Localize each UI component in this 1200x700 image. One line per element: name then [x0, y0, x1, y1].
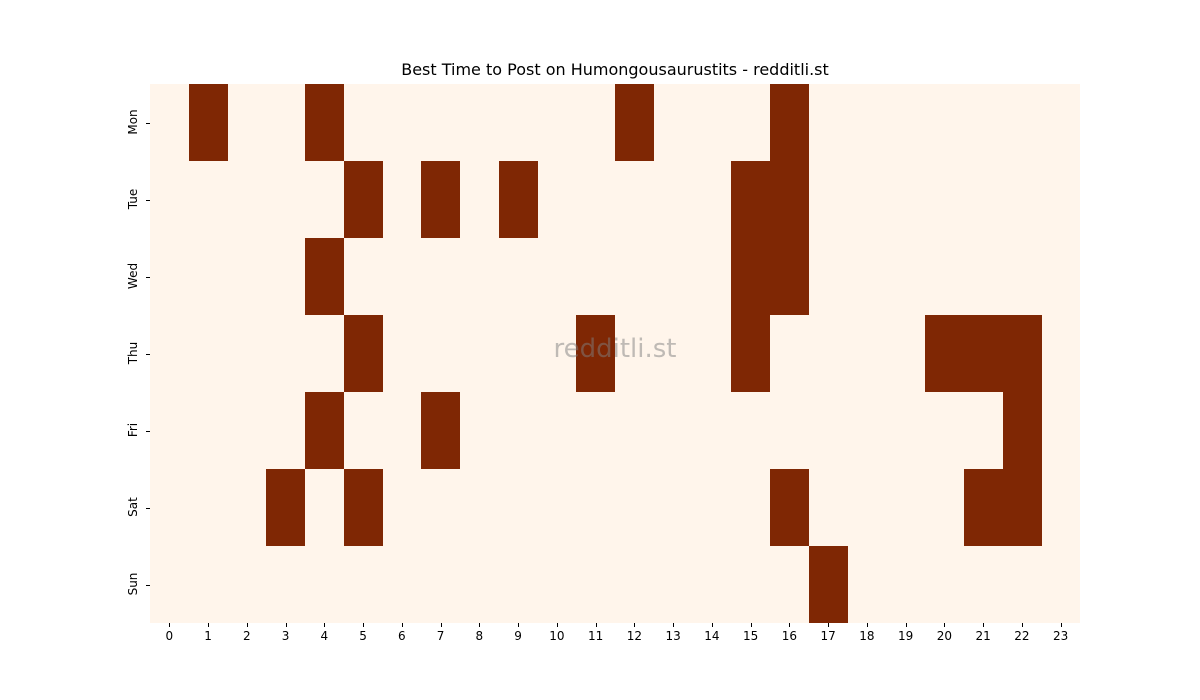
x-tick-label: 11: [587, 629, 604, 643]
heatmap-cell: [343, 315, 383, 392]
heatmap-cell: [770, 238, 809, 315]
x-tick: [479, 623, 481, 627]
heatmap-cell: [770, 161, 809, 238]
x-tick: [556, 623, 558, 627]
x-tick: [866, 623, 868, 627]
y-tick: [146, 507, 150, 509]
y-tick-label: Mon: [126, 108, 140, 135]
heatmap-cell: [343, 469, 383, 546]
x-tick-label: 9: [514, 629, 522, 643]
x-tick: [789, 623, 791, 627]
x-tick-label: 5: [359, 629, 367, 643]
x-tick-label: 23: [1052, 629, 1069, 643]
x-tick-label: 13: [665, 629, 681, 643]
heatmap-cell: [808, 546, 848, 623]
y-tick-label: Sat: [126, 496, 140, 517]
x-tick-label: 8: [475, 629, 484, 643]
x-tick-label: 21: [975, 629, 991, 643]
heatmap-cell: [925, 315, 964, 392]
y-tick-label: Wed: [126, 262, 140, 289]
x-tick-label: 3: [281, 629, 290, 643]
x-tick: [828, 623, 830, 627]
x-tick: [983, 623, 985, 627]
x-tick: [1060, 623, 1062, 627]
x-tick-label: 20: [936, 629, 953, 643]
heatmap-cell: [731, 315, 771, 392]
x-tick-label: 22: [1014, 629, 1030, 643]
x-tick-label: 2: [243, 629, 251, 643]
heatmap-cell: [498, 161, 538, 238]
y-tick-label: Sun: [126, 572, 140, 595]
heatmap-cell: [188, 84, 228, 161]
heatmap-cell: [305, 392, 344, 469]
x-tick: [673, 623, 675, 627]
heatmap-cell: [421, 161, 461, 238]
x-tick: [634, 623, 636, 627]
heatmap-cell: [963, 315, 1003, 392]
x-tick: [440, 623, 442, 627]
y-tick: [146, 353, 150, 355]
y-tick: [146, 276, 150, 278]
heatmap-cell: [305, 84, 344, 161]
heatmap-cell: [305, 238, 344, 315]
x-tick-label: 6: [398, 629, 406, 643]
y-tick-label: Tue: [126, 188, 140, 209]
x-tick: [324, 623, 326, 627]
heatmap-cell: [1002, 469, 1042, 546]
x-tick-label: 0: [165, 629, 174, 643]
x-tick: [595, 623, 597, 627]
heatmap-cell: [963, 469, 1003, 546]
x-tick: [905, 623, 907, 627]
x-tick: [363, 623, 365, 627]
x-tick-label: 10: [549, 629, 565, 643]
x-tick-label: 14: [704, 629, 720, 643]
x-tick: [169, 623, 171, 627]
x-tick: [518, 623, 520, 627]
x-tick: [401, 623, 403, 627]
x-tick: [750, 623, 752, 627]
x-tick: [285, 623, 287, 627]
y-tick: [146, 584, 150, 586]
heatmap-cell: [576, 315, 616, 392]
heatmap-cell: [615, 84, 654, 161]
y-tick: [146, 199, 150, 201]
heatmap-plot-area: [150, 84, 1080, 623]
x-tick-label: 17: [820, 629, 836, 643]
heatmap-cell: [421, 392, 461, 469]
heatmap-cell: [770, 84, 809, 161]
x-tick: [208, 623, 210, 627]
heatmap-cell: [770, 469, 809, 546]
x-tick-label: 19: [897, 629, 914, 643]
heatmap-cell: [731, 161, 771, 238]
x-tick-label: 15: [742, 629, 759, 643]
x-tick: [711, 623, 713, 627]
heatmap-cell: [1002, 315, 1042, 392]
heatmap-cell: [1002, 392, 1042, 469]
y-tick: [146, 430, 150, 432]
heatmap-cell: [266, 469, 306, 546]
x-tick-label: 7: [436, 629, 445, 643]
y-tick-label: Thu: [126, 341, 140, 364]
y-tick-label: Fri: [126, 422, 140, 437]
x-tick: [1021, 623, 1023, 627]
x-tick-label: 4: [320, 629, 329, 643]
x-tick-label: 16: [781, 629, 798, 643]
x-tick: [944, 623, 946, 627]
heatmap-cell: [731, 238, 771, 315]
y-tick: [146, 122, 150, 124]
x-tick-label: 18: [859, 629, 875, 643]
chart-title: Best Time to Post on Humongousaurustits …: [401, 60, 829, 79]
x-tick-label: 1: [204, 629, 212, 643]
heatmap-cell: [343, 161, 383, 238]
x-tick-label: 12: [626, 629, 643, 643]
x-tick: [246, 623, 248, 627]
